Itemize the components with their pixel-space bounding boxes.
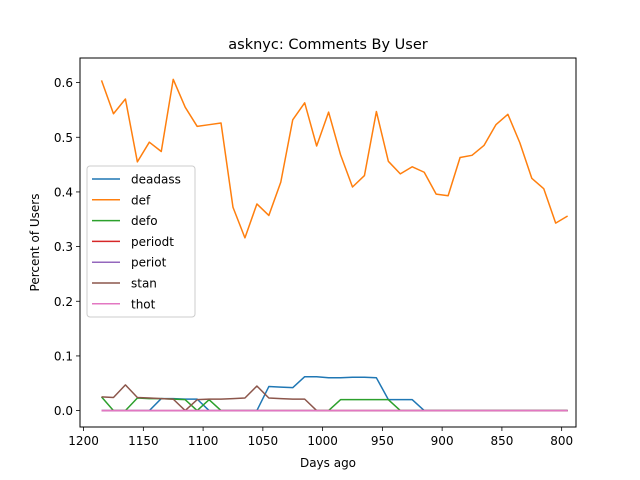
y-tick-label: 0.1 [54,349,73,363]
x-tick-label: 1000 [307,434,338,448]
y-tick-label: 0.2 [54,295,73,309]
x-tick-label: 1200 [68,434,99,448]
series-line-def [100,78,569,239]
legend-label-thot: thot [131,297,156,311]
x-tick-label: 900 [431,434,454,448]
x-tick-label: 1050 [248,434,279,448]
x-tick-label: 950 [371,434,394,448]
x-tick-label: 1150 [128,434,159,448]
x-axis: 1200 1150 1100 1050 1000 950 900 850 800 [68,427,573,448]
legend: deadass def defo periodt periot stan thot [86,165,196,318]
y-axis: 0.0 0.1 0.2 0.3 0.4 0.5 0.6 [54,76,80,418]
y-tick-label: 0.0 [54,404,73,418]
x-tick-label: 850 [490,434,513,448]
legend-label-periodt: periodt [131,235,174,249]
plot-frame [79,57,577,428]
y-tick-label: 0.3 [54,240,73,254]
y-tick-label: 0.6 [54,76,73,90]
y-axis-label: Percent of Users [28,194,42,292]
y-tick-label: 0.4 [54,185,73,199]
x-axis-label: Days ago [300,456,356,470]
y-tick-label: 0.5 [54,131,73,145]
x-tick-label: 1100 [188,434,219,448]
legend-box [86,165,196,318]
legend-label-def: def [131,193,151,207]
legend-label-defo: defo [131,214,158,228]
series-layer [100,78,569,412]
legend-label-stan: stan [131,277,157,291]
x-tick-label: 800 [550,434,573,448]
chart-title: asknyc: Comments By User [228,37,428,53]
legend-label-deadass: deadass [131,173,181,187]
legend-label-periot: periot [131,256,167,270]
